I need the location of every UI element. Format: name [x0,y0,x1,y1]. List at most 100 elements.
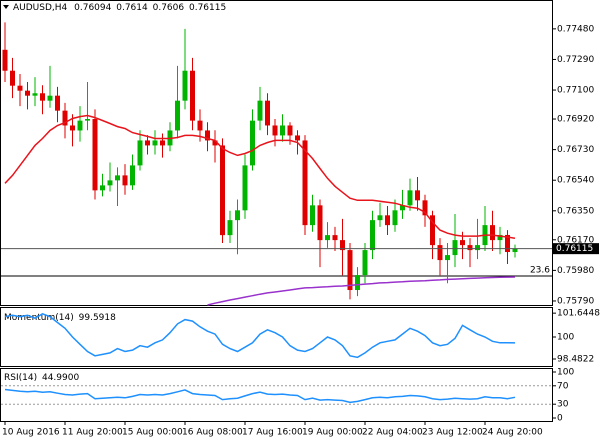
candle-body [370,220,375,251]
candle-body [475,245,480,251]
candle-body [115,175,120,181]
menu-arrow [3,5,9,9]
candle-body [392,210,398,226]
y-tick-label: 0.77480 [557,24,594,34]
candle-body [362,250,368,276]
candle-body [377,215,383,221]
candle-body [182,70,188,101]
moving-average [4,114,516,239]
y-tick-label: 98.4822 [557,355,594,365]
candle-body [250,120,255,166]
price-box [553,243,599,255]
candle-body [490,225,495,241]
header-close: 0.76115 [189,3,226,13]
candle-body [452,240,458,256]
y-tick-label: 0 [557,414,563,424]
candle-body [497,234,503,241]
candle-body [415,190,420,201]
x-tick-label: 23 Aug 12:00 [422,428,483,438]
y-tick-label: 0.76730 [557,145,594,155]
candle-body [272,125,278,136]
candle-body [175,100,180,131]
y-tick-label: 30 [557,400,569,410]
y-tick-label: 0.76540 [557,176,594,186]
rsi-last: 44.9900 [42,373,79,383]
y-tick-label: 0.77290 [557,55,594,65]
candle-body [137,140,143,166]
candle-body [92,119,98,191]
x-tick-label: 19 Aug 00:00 [302,428,363,438]
candle-body [332,235,338,241]
x-tick-label: 10 Aug 2016 [2,428,60,438]
y-tick-label: 0.76920 [557,115,594,125]
x-tick-label: 11 Aug 20:00 [62,428,123,438]
header-open: 0.76094 [74,3,111,13]
candle-body [227,220,233,236]
candle-body [107,180,113,186]
candle-body [280,125,285,136]
candle-body [40,93,45,101]
x-tick-label: 15 Aug 00:00 [122,428,183,438]
candle-body [340,240,345,251]
indicator-line [4,388,516,404]
candle-body [205,130,210,141]
candle-body [430,215,435,246]
candle-body [287,125,293,136]
candle-body [385,215,390,226]
candle-body [85,119,90,121]
candle-body [407,190,413,206]
y-tick-label: 0.76350 [557,206,594,216]
candle-body [145,140,150,146]
rsi-title: RSI(14) [4,373,37,383]
candle-body [257,100,263,121]
rsi-panel-frame [0,368,553,422]
candle-body [355,275,360,291]
momentum-title: Momentum(14) [4,313,74,323]
candle-body [100,185,105,191]
header-high: 0.7614 [116,3,148,13]
candle-body [160,140,165,146]
candle-body [10,70,15,86]
candle-body [347,250,353,291]
candle-body [445,255,450,261]
candle-body [62,110,68,126]
price-box-label: 0.76115 [556,244,593,254]
candle-body [310,205,315,226]
candle-body [55,95,60,111]
candle-body [32,93,38,96]
main-panel-frame [0,0,553,306]
candle-body [242,165,248,211]
candle-body [190,70,195,121]
x-tick-label: 22 Aug 04:00 [362,428,423,438]
candle-body [317,205,323,241]
candle-body [512,248,518,253]
candle-body [122,175,128,186]
chart-title: AUDUSD,H4 [13,3,68,13]
y-tick-label: 70 [557,381,569,391]
momentum-last: 99.5918 [79,313,116,323]
candle-body [505,234,510,253]
candle-body [25,90,30,96]
candle-body [265,100,270,126]
y-tick-label: 0.76170 [557,235,594,245]
y-tick-label: 0.75790 [557,296,594,306]
candle-body [422,200,428,216]
candle-body [400,205,405,211]
candle-body [2,49,8,71]
momentum-header: Momentum(14) 99.5918 [4,313,116,323]
moving-average [207,276,516,306]
x-tick-label: 16 Aug 08:00 [182,428,243,438]
candle-body [467,245,473,251]
y-tick-label: 100 [557,333,574,343]
level-label: 23.6 [530,266,550,276]
candle-body [77,120,83,131]
chart-header: AUDUSD,H4 0.76094 0.7614 0.7606 0.76115 [13,3,226,13]
candle-body [17,85,23,91]
y-tick-label: 101.6448 [557,309,600,319]
candle-body [235,210,240,221]
candle-body [70,125,75,131]
x-tick-label: 17 Aug 16:00 [242,428,303,438]
